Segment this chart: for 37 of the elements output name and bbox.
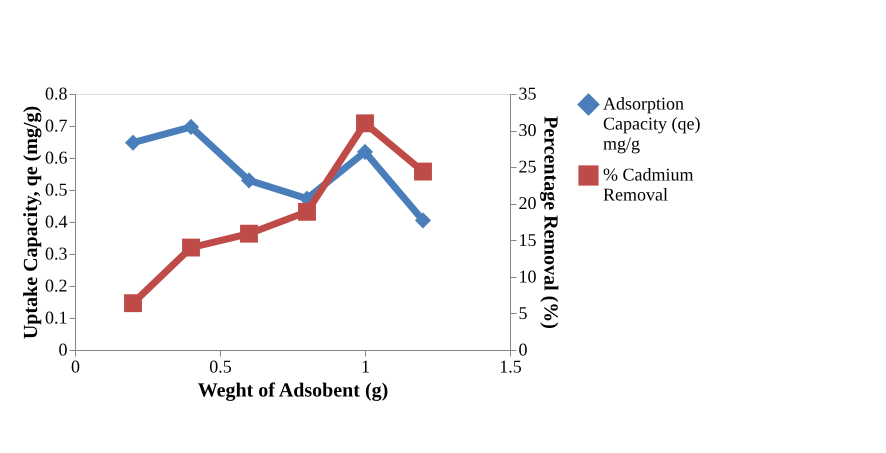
point — [240, 224, 258, 243]
point — [356, 114, 374, 132]
point — [298, 202, 316, 221]
y-tick-label: 0.8 — [45, 84, 68, 104]
y2-tick-label: 30 — [518, 120, 536, 140]
y2-axis-title: Percentage Removal (%) — [540, 116, 562, 329]
point — [414, 162, 432, 180]
y2-tick-label: 20 — [518, 193, 536, 214]
y2-tick-label: 25 — [518, 156, 536, 177]
point — [414, 212, 432, 228]
y-tick-label: 0.2 — [45, 276, 68, 296]
y2-tick-label: 10 — [518, 266, 536, 286]
y-axis-title: Uptake Capacity, qe (mg/g) — [20, 106, 42, 340]
y-tick-label: 0.6 — [45, 148, 68, 168]
x-tick-label: 0 — [71, 356, 80, 376]
point — [124, 294, 142, 312]
legend-label: Adsorption Capacity (qe) mg/g — [603, 94, 700, 154]
y2-tick-label: 5 — [518, 302, 528, 323]
y-tick-label: 0.1 — [45, 308, 68, 328]
point — [356, 144, 374, 160]
point — [182, 118, 200, 136]
y2-tick-label: 35 — [518, 84, 536, 104]
x-axis-title: Weght of Adsobent (g) — [198, 380, 388, 402]
y-tick-label: 0.3 — [45, 244, 68, 264]
y2-tick-label: 15 — [518, 230, 536, 250]
y-tick-label: 0.5 — [45, 180, 68, 200]
x-tick-label: 0.5 — [209, 356, 232, 376]
legend-label: % Cadmium Removal — [603, 164, 694, 204]
x-tick-label: 1.5 — [499, 356, 522, 376]
y-tick-label: 0 — [58, 340, 68, 360]
y2-tick-label: 0 — [518, 340, 528, 360]
point — [240, 172, 258, 188]
point — [182, 238, 200, 257]
y-tick-label: 0.7 — [45, 116, 68, 136]
y-tick-label: 0.4 — [45, 212, 68, 232]
x-tick-label: 1 — [361, 356, 370, 376]
point — [124, 134, 142, 151]
